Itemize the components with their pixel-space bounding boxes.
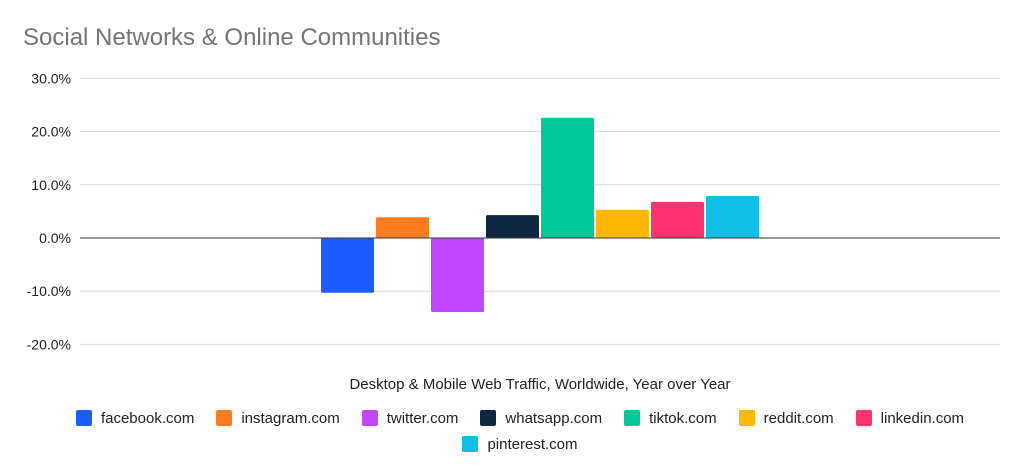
bar-whatsapp (486, 215, 539, 238)
legend-label: facebook.com (100, 409, 195, 427)
bar-reddit (596, 209, 649, 238)
y-tick-label: 10.0% (31, 177, 71, 193)
legend-swatch (624, 410, 641, 426)
legend-item[interactable]: pinterest.com (462, 434, 578, 454)
bar-tiktok (541, 117, 594, 238)
bar-linkedin (651, 201, 704, 238)
bar-instagram (376, 217, 429, 238)
y-tick-label: 30.0% (31, 70, 71, 86)
chart-title: Social Networks & Online Communities (23, 24, 441, 51)
legend-label: linkedin.com (880, 409, 965, 427)
legend-item[interactable]: instagram.com (216, 408, 340, 428)
y-tick-label: -20.0% (27, 336, 71, 352)
legend-swatch (75, 410, 92, 426)
x-axis-label: Desktop & Mobile Web Traffic, Worldwide,… (349, 376, 731, 393)
legend-item[interactable]: whatsapp.com (480, 408, 602, 428)
bar-facebook (321, 238, 374, 293)
y-tick-label: 20.0% (31, 124, 71, 140)
legend-item[interactable]: reddit.com (738, 408, 834, 428)
legend-item[interactable]: twitter.com (361, 408, 459, 428)
bar-pinterest (706, 195, 759, 238)
legend-label: pinterest.com (487, 435, 578, 453)
bar-twitter (431, 238, 484, 312)
legend-label: twitter.com (386, 409, 459, 427)
legend-item[interactable]: linkedin.com (855, 408, 965, 428)
legend-swatch (855, 410, 872, 426)
y-tick-label: 0.0% (39, 230, 71, 246)
legend-label: tiktok.com (649, 409, 717, 427)
y-tick-label: -10.0% (27, 283, 71, 299)
legend-swatch (480, 410, 497, 426)
legend-item[interactable]: tiktok.com (624, 408, 717, 428)
legend-label: whatsapp.com (505, 409, 603, 427)
legend-swatch (738, 410, 755, 426)
legend-swatch (462, 436, 479, 452)
legend-label: reddit.com (763, 409, 834, 427)
legend: facebook.com instagram.com twitter.com what… (40, 408, 1000, 454)
legend-label: instagram.com (241, 409, 340, 427)
legend-swatch (216, 410, 233, 426)
legend-swatch (361, 410, 378, 426)
legend-item[interactable]: facebook.com (75, 408, 195, 428)
